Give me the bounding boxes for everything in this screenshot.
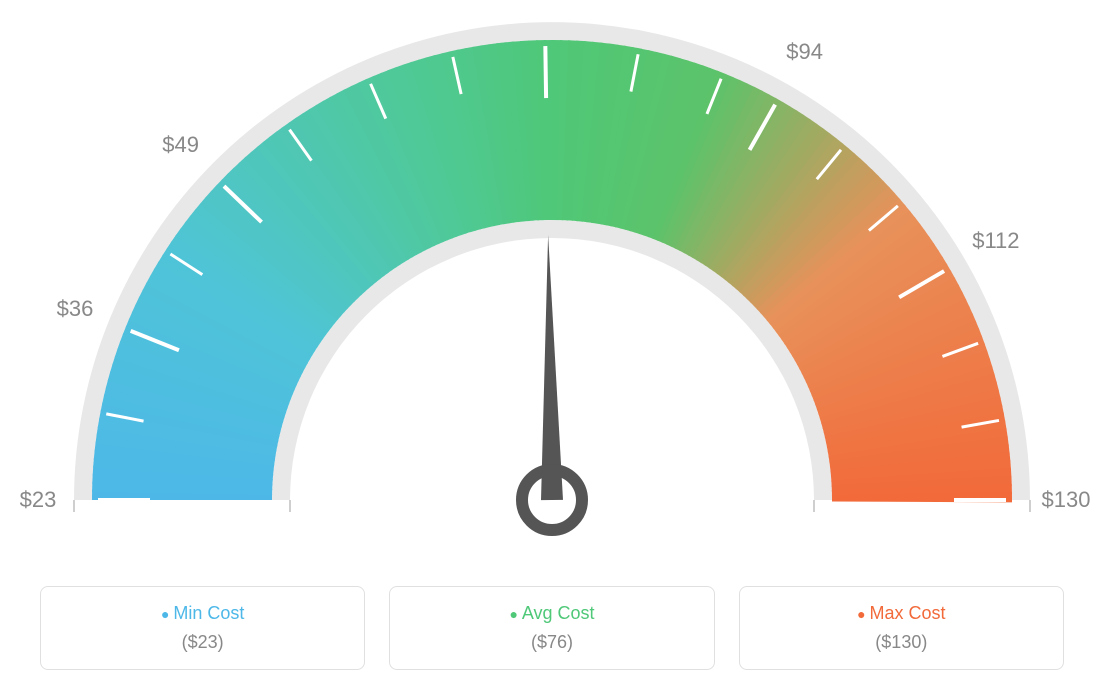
legend-value-avg: ($76): [410, 632, 693, 653]
gauge-tick-label: $130: [1042, 487, 1091, 513]
legend-label-avg: Avg Cost: [410, 603, 693, 624]
gauge-tick-label: $49: [162, 132, 199, 158]
gauge-tick-label: $23: [20, 487, 57, 513]
gauge-tick-label: $36: [57, 296, 94, 322]
gauge-tick-label: $94: [786, 39, 823, 65]
legend-value-min: ($23): [61, 632, 344, 653]
legend-value-max: ($130): [760, 632, 1043, 653]
gauge-tick-label: $112: [972, 228, 1019, 254]
gauge-chart: $23$36$49$76$94$112$130: [0, 0, 1104, 570]
legend-item-min: Min Cost ($23): [40, 586, 365, 670]
gauge-svg: [0, 0, 1104, 570]
legend-item-max: Max Cost ($130): [739, 586, 1064, 670]
legend-label-min: Min Cost: [61, 603, 344, 624]
legend: Min Cost ($23) Avg Cost ($76) Max Cost (…: [40, 586, 1064, 670]
legend-item-avg: Avg Cost ($76): [389, 586, 714, 670]
legend-label-max: Max Cost: [760, 603, 1043, 624]
